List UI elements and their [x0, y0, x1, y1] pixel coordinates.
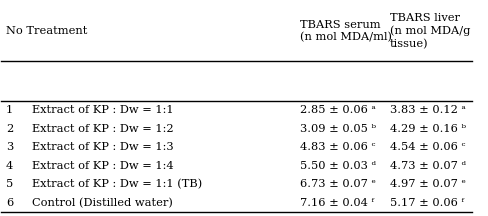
Text: 2.85 ± 0.06 ᵃ: 2.85 ± 0.06 ᵃ	[301, 105, 376, 115]
Text: 6: 6	[6, 198, 13, 208]
Text: Extract of KP : Dw = 1:3: Extract of KP : Dw = 1:3	[32, 142, 174, 152]
Text: 4.97 ± 0.07 ᵉ: 4.97 ± 0.07 ᵉ	[390, 179, 466, 189]
Text: No Treatment: No Treatment	[6, 26, 87, 36]
Text: 4.29 ± 0.16 ᵇ: 4.29 ± 0.16 ᵇ	[390, 124, 466, 133]
Text: Extract of KP : Dw = 1:2: Extract of KP : Dw = 1:2	[32, 124, 174, 133]
Text: 4.83 ± 0.06 ᶜ: 4.83 ± 0.06 ᶜ	[301, 142, 376, 152]
Text: TBARS liver
(n mol MDA/g
tissue): TBARS liver (n mol MDA/g tissue)	[390, 13, 470, 49]
Text: 5: 5	[6, 179, 13, 189]
Text: 4.54 ± 0.06 ᶜ: 4.54 ± 0.06 ᶜ	[390, 142, 466, 152]
Text: Control (Distilled water): Control (Distilled water)	[32, 198, 173, 208]
Text: 1: 1	[6, 105, 13, 115]
Text: 5.50 ± 0.03 ᵈ: 5.50 ± 0.03 ᵈ	[301, 161, 377, 171]
Text: 5.17 ± 0.06 ᶠ: 5.17 ± 0.06 ᶠ	[390, 198, 464, 208]
Text: Extract of KP : Dw = 1:1: Extract of KP : Dw = 1:1	[32, 105, 174, 115]
Text: 4.73 ± 0.07 ᵈ: 4.73 ± 0.07 ᵈ	[390, 161, 466, 171]
Text: Extract of KP : Dw = 1:4: Extract of KP : Dw = 1:4	[32, 161, 174, 171]
Text: 3.09 ± 0.05 ᵇ: 3.09 ± 0.05 ᵇ	[301, 124, 377, 133]
Text: 2: 2	[6, 124, 13, 133]
Text: 4: 4	[6, 161, 13, 171]
Text: 3: 3	[6, 142, 13, 152]
Text: 3.83 ± 0.12 ᵃ: 3.83 ± 0.12 ᵃ	[390, 105, 466, 115]
Text: TBARS serum
(n mol MDA/ml): TBARS serum (n mol MDA/ml)	[301, 20, 392, 43]
Text: Extract of KP : Dw = 1:1 (TB): Extract of KP : Dw = 1:1 (TB)	[32, 179, 202, 190]
Text: 6.73 ± 0.07 ᵉ: 6.73 ± 0.07 ᵉ	[301, 179, 376, 189]
Text: 7.16 ± 0.04 ᶠ: 7.16 ± 0.04 ᶠ	[301, 198, 374, 208]
